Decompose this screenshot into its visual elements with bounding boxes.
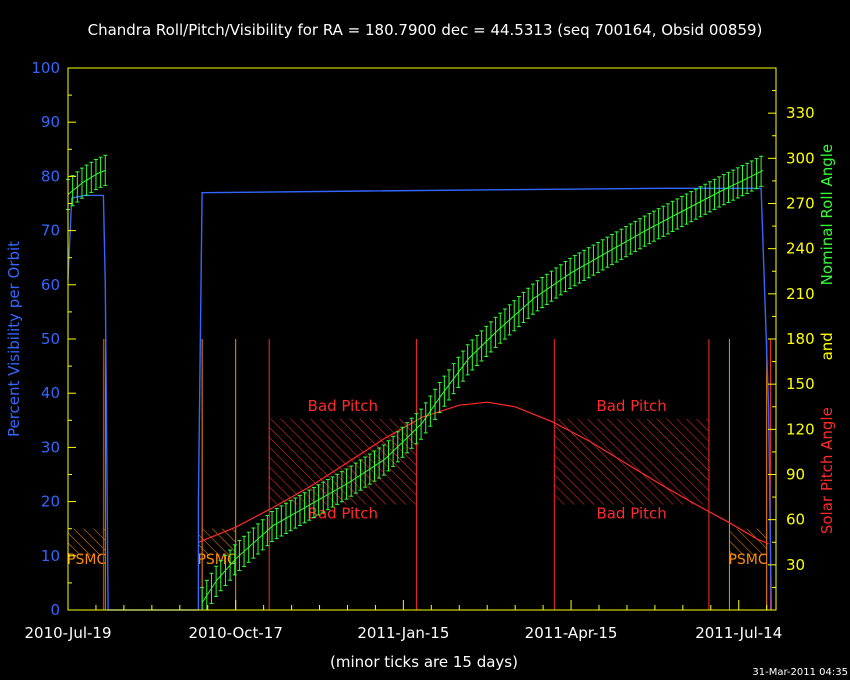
psmc-label-0: PSMC bbox=[67, 552, 106, 568]
bad-pitch-label-top-0: Bad Pitch bbox=[308, 397, 378, 415]
left-tick-label: 30 bbox=[41, 438, 60, 456]
bad-pitch-region-1 bbox=[554, 418, 709, 505]
psmc-region-1 bbox=[198, 528, 236, 556]
pitch-line bbox=[198, 401, 769, 545]
left-y-axis: 0 10 20 30 40 50 60 70 80 90 100 bbox=[31, 59, 76, 619]
x-tick-label: 2011-Apr-15 bbox=[525, 624, 618, 642]
x-tick-label: 2011-Jan-15 bbox=[357, 624, 449, 642]
y-axis-right-label-roll: Nominal Roll Angle bbox=[818, 144, 836, 286]
series-layer bbox=[66, 154, 772, 611]
svg-text:Solar Pitch Angle and: Solar Pitch Angle and Nominal Roll Angle bbox=[818, 144, 836, 534]
right-tick-label: 120 bbox=[786, 420, 815, 438]
psmc-region-0 bbox=[68, 528, 106, 556]
x-axis-label: (minor ticks are 15 days) bbox=[330, 653, 518, 671]
bad-pitch-label-bottom-1: Bad Pitch bbox=[596, 505, 666, 523]
x-tick-label: 2010-Jul-19 bbox=[24, 624, 111, 642]
left-tick-label: 100 bbox=[31, 59, 60, 77]
psmc-label-2: PSMC bbox=[728, 552, 767, 568]
left-tick-label: 0 bbox=[50, 601, 60, 619]
right-tick-label: 60 bbox=[786, 511, 805, 529]
left-tick-label: 60 bbox=[41, 276, 60, 294]
timestamp: 31-Mar-2011 04:35 bbox=[752, 667, 848, 678]
left-tick-label: 70 bbox=[41, 222, 60, 240]
bad-pitch-label-bottom-0: Bad Pitch bbox=[308, 505, 378, 523]
right-y-axis: 30 60 90 120 150 180 210 240 270 300 330 bbox=[768, 90, 815, 588]
roll-error-bars-0 bbox=[66, 154, 108, 211]
right-tick-label: 330 bbox=[786, 104, 815, 122]
right-tick-label: 30 bbox=[786, 556, 805, 574]
y-axis-left-label: Percent Visibility per Orbit bbox=[5, 241, 23, 437]
regions-layer: Bad Pitch Bad Pitch Bad Pitch Bad Pitch PSMC… bbox=[67, 397, 768, 568]
right-tick-label: 210 bbox=[786, 285, 815, 303]
psmc-label-1: PSMC bbox=[197, 552, 236, 568]
y-axis-right-label: Solar Pitch Angle and Nominal Roll Angle bbox=[818, 144, 836, 534]
roll-error-bars-1 bbox=[200, 155, 764, 611]
left-tick-label: 40 bbox=[41, 384, 60, 402]
right-tick-label: 180 bbox=[786, 330, 815, 348]
right-tick-label: 90 bbox=[786, 466, 805, 484]
x-axis: 2010-Jul-19 2010-Oct-17 2011-Jan-15 2011-Ap… bbox=[24, 600, 782, 642]
bad-pitch-region-0 bbox=[269, 418, 417, 505]
plot-frame bbox=[67, 67, 777, 611]
y-axis-right-label-and: and bbox=[818, 332, 836, 360]
left-tick-label: 50 bbox=[41, 330, 60, 348]
left-tick-label: 20 bbox=[41, 493, 60, 511]
x-tick-label: 2010-Oct-17 bbox=[188, 624, 282, 642]
bad-pitch-label-top-1: Bad Pitch bbox=[596, 397, 666, 415]
right-tick-label: 150 bbox=[786, 375, 815, 393]
right-tick-label: 300 bbox=[786, 149, 815, 167]
x-tick-label: 2011-Jul-14 bbox=[695, 624, 782, 642]
roll-line-1 bbox=[201, 169, 764, 603]
left-tick-label: 10 bbox=[41, 547, 60, 565]
right-tick-label: 270 bbox=[786, 195, 815, 213]
chart-title: Chandra Roll/Pitch/Visibility for RA = 1… bbox=[88, 21, 763, 39]
right-tick-label: 240 bbox=[786, 240, 815, 258]
left-tick-label: 90 bbox=[41, 113, 60, 131]
left-tick-label: 80 bbox=[41, 167, 60, 185]
y-axis-right-label-pitch: Solar Pitch Angle bbox=[818, 407, 836, 534]
